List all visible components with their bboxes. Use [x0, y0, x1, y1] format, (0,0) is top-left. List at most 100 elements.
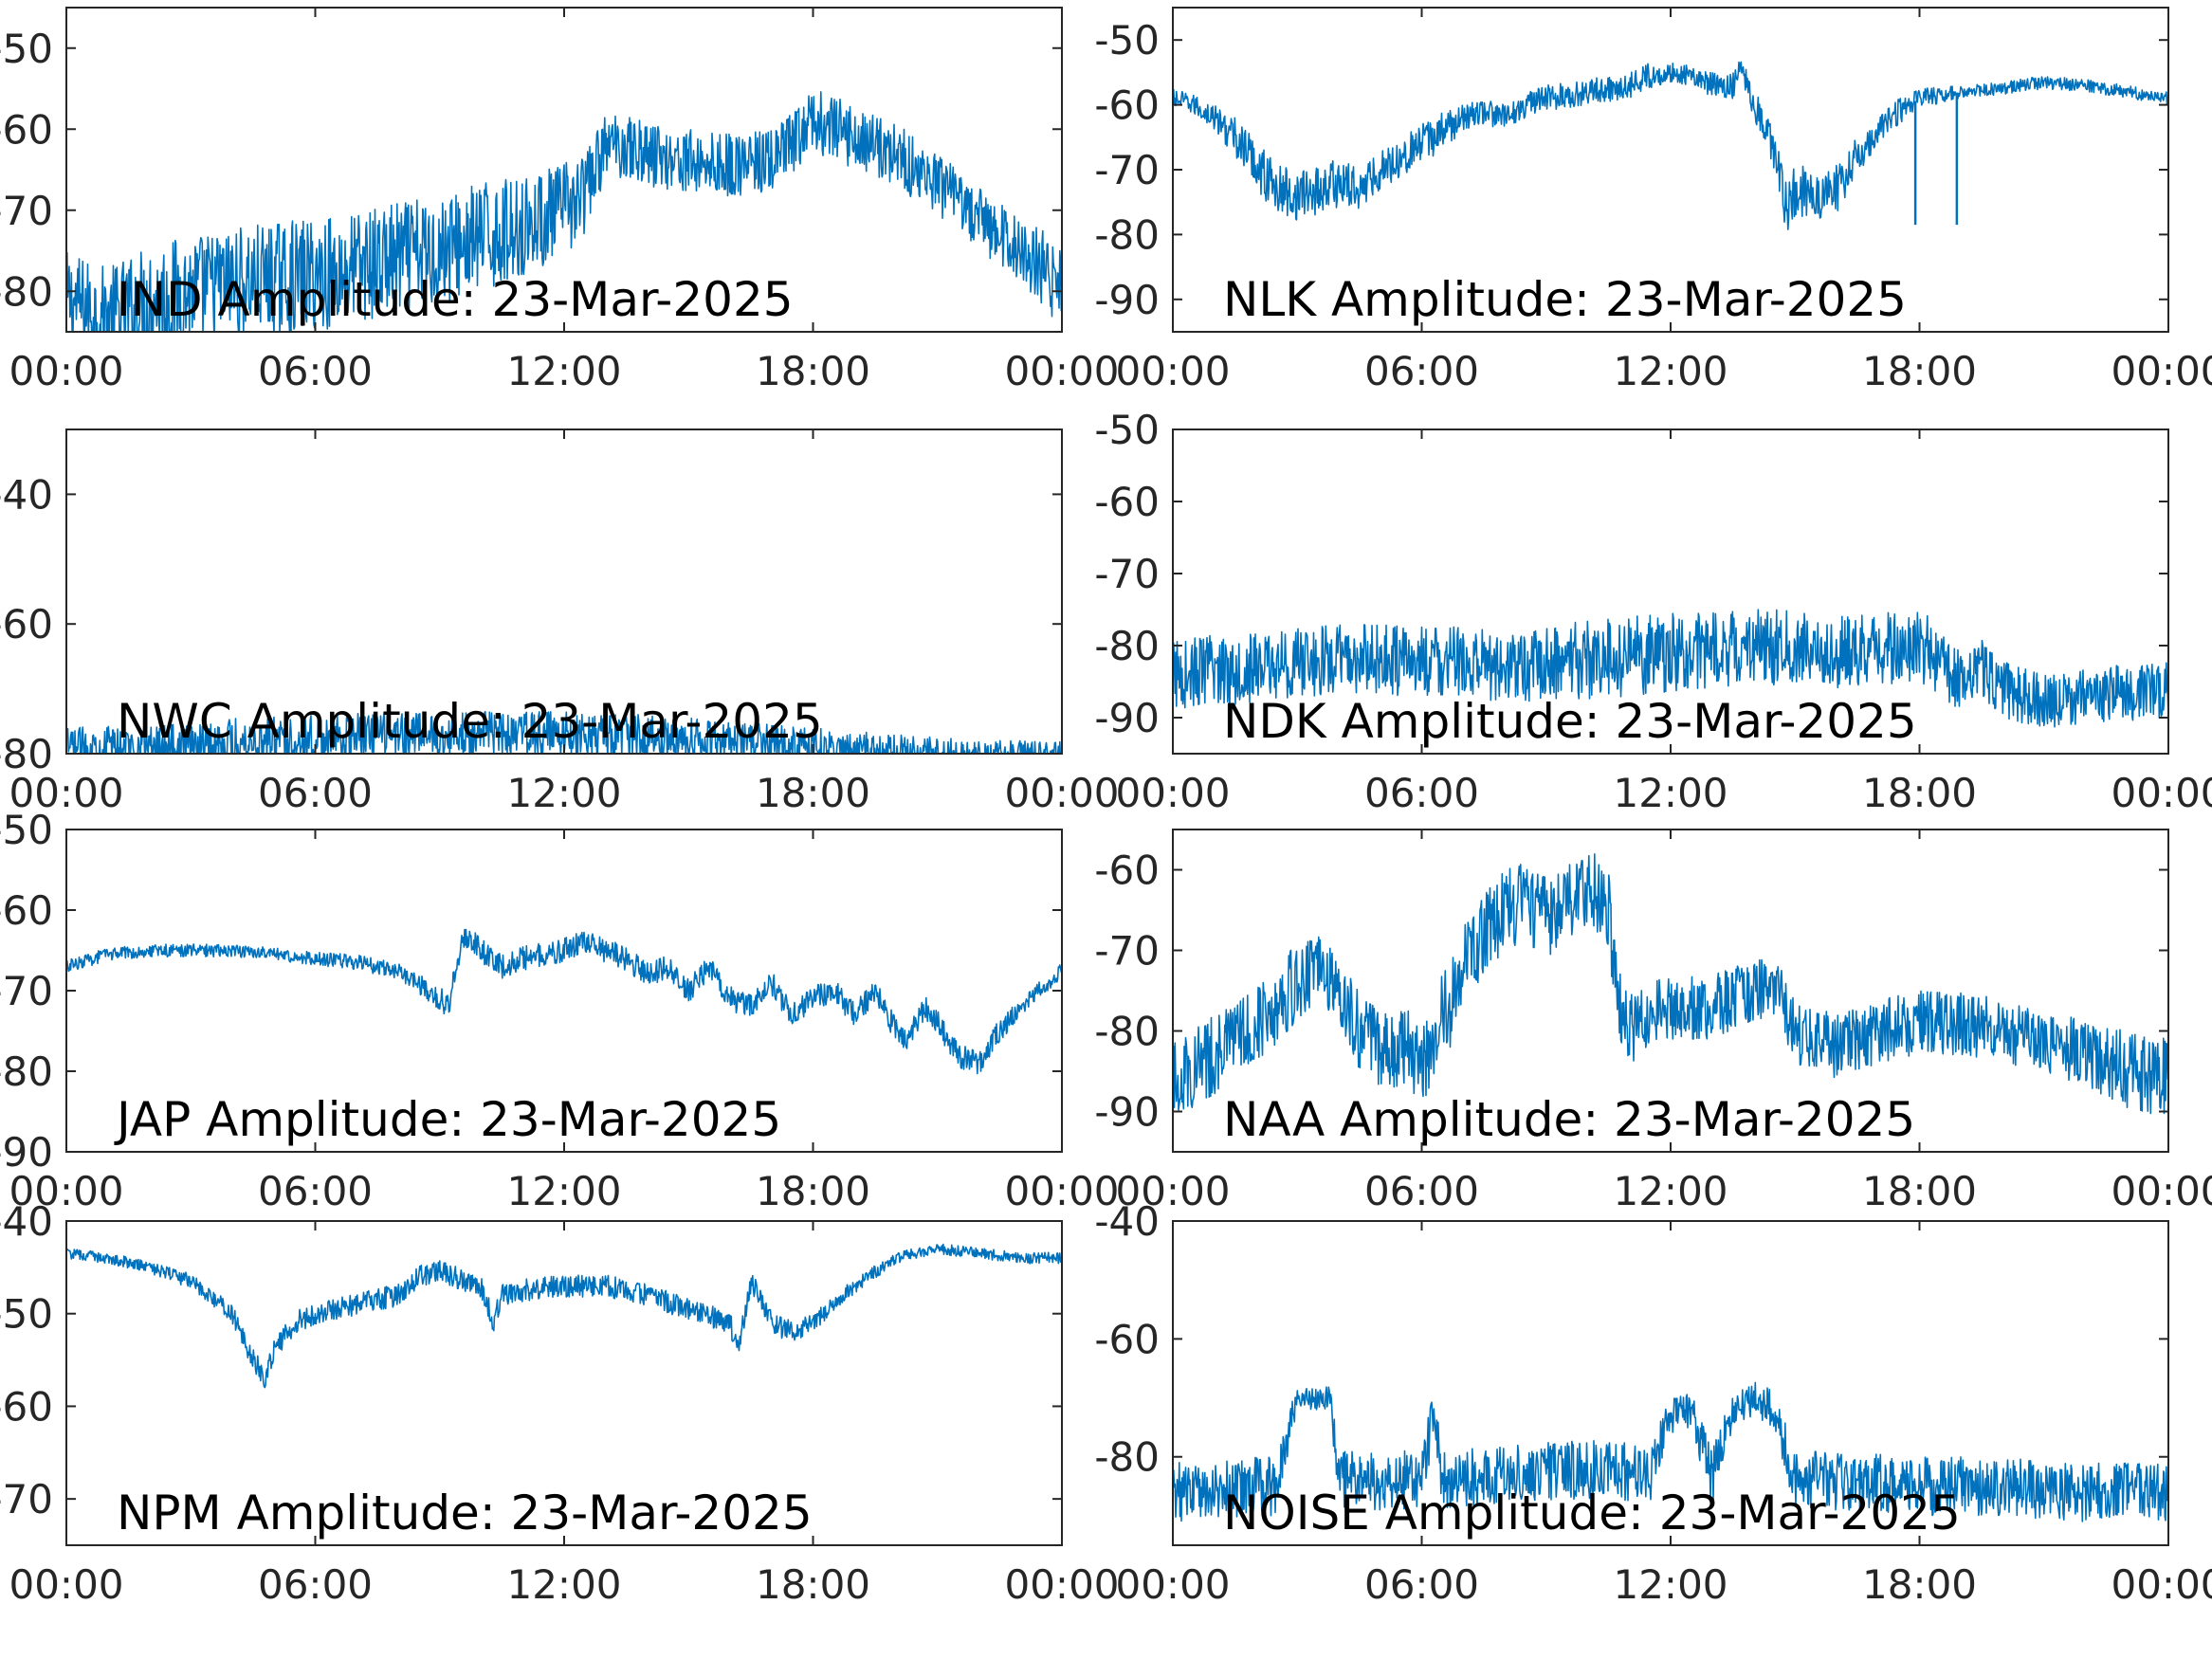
y-tick-label: -80 [1094, 211, 1160, 258]
x-tick-label: 00:00 [9, 1168, 123, 1214]
y-tick-label: -80 [1094, 623, 1160, 669]
y-tick-label: -50 [1094, 407, 1160, 453]
y-tick-label: -90 [1094, 695, 1160, 741]
y-tick-label: -40 [0, 1198, 53, 1245]
y-tick-label: -60 [1094, 82, 1160, 129]
x-tick-label: 00:00 [1115, 1168, 1230, 1214]
panel-title: NAA Amplitude: 23-Mar-2025 [1223, 1092, 1915, 1147]
y-tick-label: -70 [0, 188, 53, 234]
y-tick-label: -50 [0, 807, 53, 853]
x-tick-label: 00:00 [1004, 770, 1119, 816]
x-tick-label: 18:00 [756, 348, 870, 394]
series-line [66, 1243, 1062, 1389]
x-tick-label: 06:00 [258, 348, 373, 394]
panel-3: 00:00 06:00 12:00 18:00 00:00 -40 -60 -80 NWC Am… [0, 428, 1120, 816]
panel-4: 00:00 06:00 12:00 18:00 00:00 -50 -60 -70 -80 -90… [1094, 407, 2212, 816]
y-tick-label: -40 [1094, 1198, 1160, 1245]
series-line [66, 91, 1062, 332]
panel-title: IND Amplitude: 23-Mar-2025 [117, 272, 794, 327]
axes-box [65, 829, 1063, 1153]
x-tick-label: 12:00 [1613, 348, 1728, 394]
y-tick-label: -60 [1094, 1316, 1160, 1362]
panel-title: NDK Amplitude: 23-Mar-2025 [1223, 694, 1917, 749]
y-tick-label: -40 [0, 471, 53, 518]
x-tick-label: 00:00 [1115, 770, 1230, 816]
x-tick-label: 00:00 [9, 348, 123, 394]
axes-box [65, 428, 1063, 755]
x-tick-label: 06:00 [1364, 1168, 1479, 1214]
x-tick-label: 18:00 [756, 1168, 870, 1214]
y-tick-label: -90 [1094, 277, 1160, 323]
x-tick-label: 12:00 [1613, 770, 1728, 816]
series-line [1173, 61, 2168, 230]
y-tick-label: -80 [0, 731, 53, 777]
x-tick-label: 06:00 [258, 770, 373, 816]
x-tick-label: 18:00 [756, 770, 870, 816]
x-tick-label: 12:00 [506, 1168, 621, 1214]
y-tick-label: -90 [1094, 1089, 1160, 1136]
x-tick-label: 18:00 [1862, 770, 1977, 816]
panel-title: NLK Amplitude: 23-Mar-2025 [1223, 272, 1907, 327]
y-tick-label: -80 [0, 268, 53, 315]
x-tick-label: 12:00 [506, 348, 621, 394]
y-tick-label: -70 [1094, 147, 1160, 193]
y-tick-label: -80 [0, 1048, 53, 1095]
x-tick-label: 06:00 [1364, 770, 1479, 816]
y-tick-label: -60 [0, 887, 53, 934]
panel-6: 00:00 06:00 12:00 18:00 00:00 -60 -70 -80 -90 NAA… [1094, 829, 2212, 1214]
x-tick-label: 00:00 [2111, 348, 2212, 394]
y-tick-label: -50 [1094, 17, 1160, 64]
x-tick-label: 18:00 [1862, 1561, 1977, 1608]
y-tick-label: -60 [1094, 479, 1160, 525]
y-tick-label: -70 [1094, 928, 1160, 975]
x-tick-label: 00:00 [2111, 1168, 2212, 1214]
x-tick-label: 12:00 [1613, 1168, 1728, 1214]
x-tick-label: 06:00 [258, 1561, 373, 1608]
panel-title: NOISE Amplitude: 23-Mar-2025 [1223, 1486, 1961, 1540]
x-tick-label: 00:00 [1115, 348, 1230, 394]
x-tick-label: 12:00 [506, 770, 621, 816]
x-tick-label: 00:00 [1004, 1561, 1119, 1608]
x-tick-label: 06:00 [1364, 1561, 1479, 1608]
panel-7: 00:00 06:00 12:00 18:00 00:00 -40 -50 -60 -70 NPM… [0, 1198, 1120, 1608]
panel-2: 00:00 06:00 12:00 18:00 00:00 -50 -60 -70 -80 -90… [1094, 7, 2212, 394]
x-tick-label: 00:00 [9, 770, 123, 816]
series-line [1173, 853, 2168, 1115]
panel-1: 00:00 06:00 12:00 18:00 00:00 -50 -60 -70 -80 IND… [0, 7, 1120, 394]
panel-title: NPM Amplitude: 23-Mar-2025 [117, 1486, 813, 1540]
y-tick-label: -90 [0, 1129, 53, 1176]
x-tick-label: 06:00 [258, 1168, 373, 1214]
y-tick-label: -70 [0, 1476, 53, 1522]
y-tick-label: -70 [1094, 551, 1160, 597]
x-tick-label: 00:00 [2111, 770, 2212, 816]
x-tick-label: 06:00 [1364, 348, 1479, 394]
series-line [1173, 1381, 2168, 1522]
x-tick-label: 12:00 [506, 1561, 621, 1608]
x-tick-label: 00:00 [2111, 1561, 2212, 1608]
y-tick-label: -60 [1094, 848, 1160, 894]
panel-title: NWC Amplitude: 23-Mar-2025 [117, 694, 823, 749]
y-tick-label: -50 [0, 1291, 53, 1338]
series-line [1173, 609, 2168, 728]
x-tick-label: 00:00 [1004, 348, 1119, 394]
y-tick-label: -70 [0, 968, 53, 1014]
series-line [66, 928, 1062, 1075]
panel-8: 00:00 06:00 12:00 18:00 00:00 -40 -60 -80 NOISE … [1094, 1198, 2212, 1608]
y-tick-label: -60 [0, 1383, 53, 1430]
x-tick-label: 00:00 [1004, 1168, 1119, 1214]
x-tick-label: 12:00 [1613, 1561, 1728, 1608]
y-tick-label: -50 [0, 26, 53, 72]
y-tick-label: -60 [0, 601, 53, 647]
series-line [66, 710, 1062, 754]
x-tick-label: 18:00 [1862, 348, 1977, 394]
y-tick-label: -60 [0, 106, 53, 153]
panel-5: 00:00 06:00 12:00 18:00 00:00 -50 -60 -70 -80 -90… [0, 807, 1120, 1214]
panel-title: JAP Amplitude: 23-Mar-2025 [114, 1092, 781, 1147]
x-tick-label: 00:00 [1115, 1561, 1230, 1608]
y-tick-label: -80 [1094, 1434, 1160, 1481]
x-tick-label: 18:00 [1862, 1168, 1977, 1214]
y-tick-label: -80 [1094, 1009, 1160, 1055]
x-tick-label: 00:00 [9, 1561, 123, 1608]
x-tick-label: 18:00 [756, 1561, 870, 1608]
